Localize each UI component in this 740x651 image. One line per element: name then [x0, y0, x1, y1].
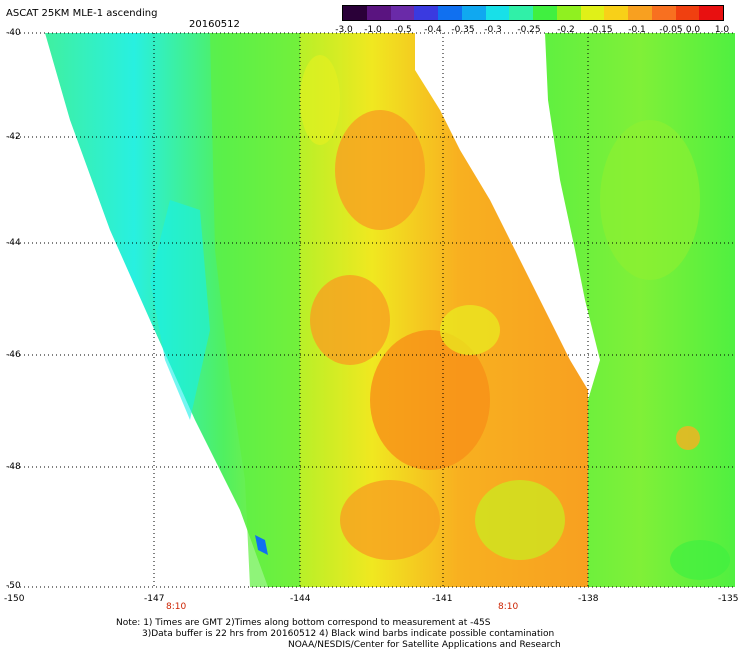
colorbar-tick-label: -0.15 — [589, 25, 613, 35]
middle-swath — [300, 33, 588, 587]
lat-label-40: -40 — [6, 28, 21, 38]
colorbar-labels: -3.0 -1.0 -0.5 -0.4 -0.35 -0.3 -0.25 -0.2 -0.15 -… — [330, 25, 734, 37]
colorbar-segment — [580, 6, 605, 20]
colorbar-tick-label: -0.05 — [659, 25, 683, 35]
colorbar-tick-label: -0.5 — [394, 25, 412, 35]
lon-label-138: -138 — [578, 594, 599, 604]
west-swath — [45, 33, 300, 587]
colorbar-segment — [390, 6, 415, 20]
note-line-3: NOAA/NESDIS/Center for Satellite Applica… — [288, 640, 561, 650]
colorbar-segment — [461, 6, 486, 20]
time-label-west: 8:10 — [166, 602, 187, 612]
colorbar-tick-label: -0.4 — [424, 25, 442, 35]
colorbar-segment — [675, 6, 700, 20]
colorbar-segment — [485, 6, 510, 20]
colorbar-segment — [509, 6, 533, 20]
colorbar-tick-label: -0.35 — [451, 25, 475, 35]
lat-label-48: -48 — [6, 462, 21, 472]
note-line-2: 3)Data buffer is 22 hrs from 20160512 4)… — [142, 629, 555, 639]
colorbar-segment — [366, 6, 391, 20]
lat-label-44: -44 — [6, 238, 21, 248]
colorbar-segment — [699, 6, 723, 20]
lon-label-144: -144 — [290, 594, 311, 604]
colorbar-tick-label: -0.1 — [628, 25, 646, 35]
note-line-1: Note: 1) Times are GMT 2)Times along bot… — [116, 618, 491, 628]
colorbar-segment — [628, 6, 652, 20]
colorbar-tick-label: 1.0 — [714, 25, 730, 35]
lat-label-42: -42 — [6, 132, 21, 142]
colorbar-segment — [438, 6, 462, 20]
colorbar-segment — [343, 6, 367, 20]
graticule — [8, 32, 735, 588]
colorbar-segment — [556, 6, 581, 20]
colorbar — [342, 5, 724, 21]
lon-label-150: -150 — [4, 594, 25, 604]
lat-label-50: -50 — [6, 581, 21, 591]
east-swath — [545, 33, 735, 587]
colorbar-tick-label: -1.0 — [364, 25, 382, 35]
colorbar-tick-label: -3.0 — [335, 25, 353, 35]
colorbar-tick-label: -0.25 — [517, 25, 541, 35]
lon-label-141: -141 — [432, 594, 453, 604]
colorbar-segment — [651, 6, 676, 20]
colorbar-tick-label: -0.2 — [557, 25, 575, 35]
colorbar-tick-label: 0.0 — [685, 25, 701, 35]
map-date: 20160512 — [189, 19, 240, 30]
lon-label-135: -135 — [718, 594, 739, 604]
lon-label-147: -147 — [144, 594, 165, 604]
colorbar-tick-label: -0.3 — [484, 25, 502, 35]
map-title: ASCAT 25KM MLE-1 ascending — [6, 8, 158, 19]
time-label-east: 8:10 — [498, 602, 519, 612]
colorbar-segment — [533, 6, 557, 20]
colorbar-segment — [604, 6, 628, 20]
lat-label-46: -46 — [6, 350, 21, 360]
colorbar-segment — [414, 6, 438, 20]
